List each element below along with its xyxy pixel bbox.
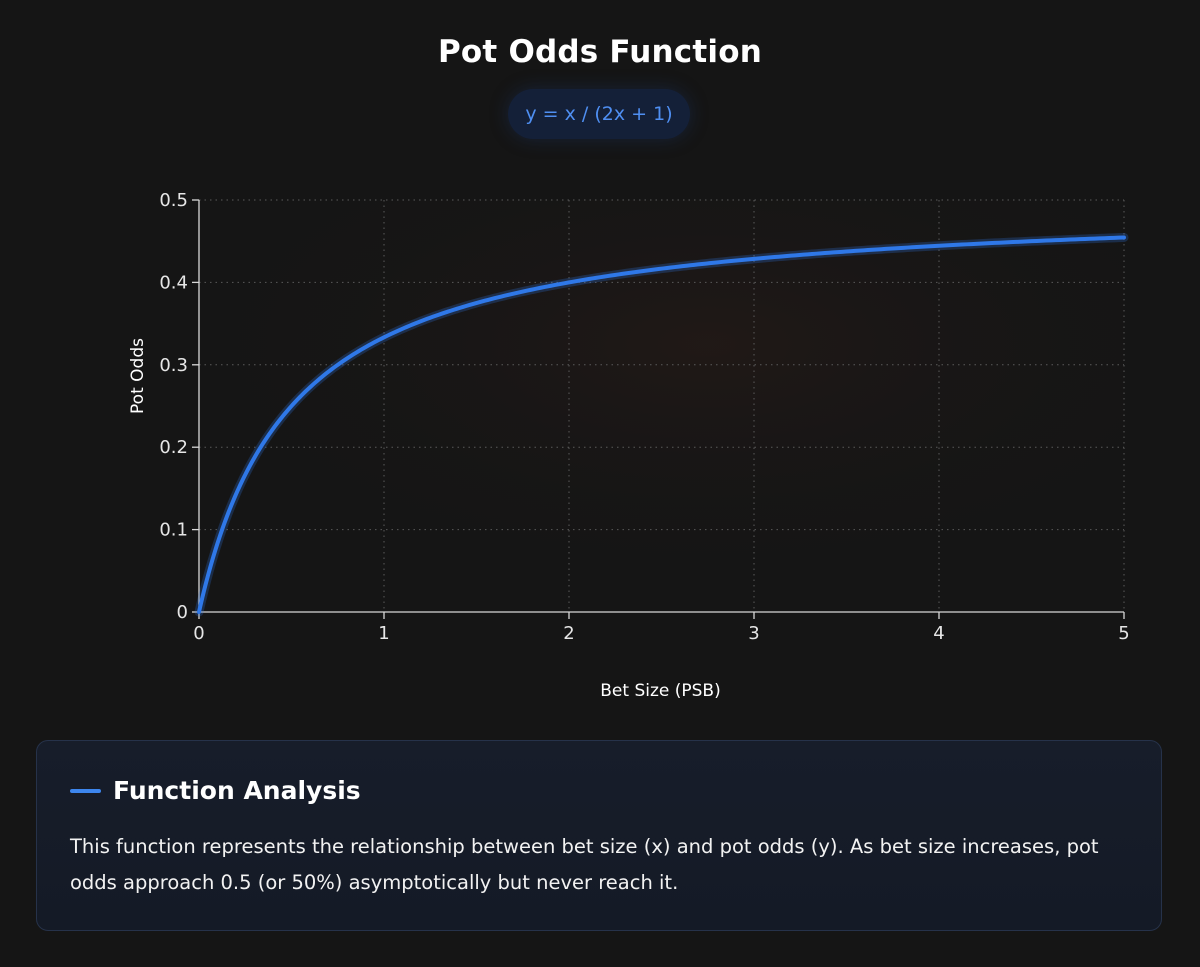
formula-badge: y = x / (2x + 1) bbox=[508, 89, 690, 139]
analysis-heading: Function Analysis bbox=[70, 776, 361, 805]
chart-container: 0 1 2 3 4 5 0 0.1 0.2 0.3 0.4 0.5 Bet Size (PSB) Pot … bbox=[0, 170, 1200, 710]
accent-bar-icon bbox=[70, 788, 101, 793]
data-point bbox=[336, 363, 339, 366]
y-tick-label: 0.3 bbox=[159, 355, 188, 376]
series-line bbox=[197, 235, 1126, 614]
y-axis-label: Pot Odds bbox=[128, 338, 148, 414]
page-title: Pot Odds Function bbox=[438, 34, 762, 70]
analysis-title: Function Analysis bbox=[113, 776, 361, 805]
pot-odds-chart: 0 1 2 3 4 5 0 0.1 0.2 0.3 0.4 0.5 Bet Size (PSB) Pot … bbox=[128, 190, 1130, 701]
data-point bbox=[753, 257, 756, 260]
data-point bbox=[383, 336, 386, 339]
function-analysis-card: Function Analysis This function represen… bbox=[36, 740, 1162, 931]
y-tick-label: 0.5 bbox=[159, 190, 188, 211]
data-point bbox=[1123, 236, 1126, 239]
data-point bbox=[253, 456, 256, 459]
data-point bbox=[235, 493, 238, 496]
plot-background bbox=[199, 200, 1124, 612]
analysis-description: This function represents the relationshi… bbox=[70, 835, 1099, 894]
x-tick-label: 4 bbox=[933, 623, 944, 644]
data-point bbox=[475, 302, 478, 305]
data-point bbox=[568, 281, 571, 284]
data-point bbox=[216, 542, 219, 545]
y-tick-label: 0.2 bbox=[159, 437, 188, 458]
x-tick-label: 2 bbox=[563, 623, 574, 644]
y-tick-label: 0.1 bbox=[159, 520, 188, 541]
data-point bbox=[198, 611, 201, 614]
data-point bbox=[290, 405, 293, 408]
data-point bbox=[1030, 240, 1033, 243]
x-tick-label: 1 bbox=[378, 623, 389, 644]
data-point bbox=[272, 428, 275, 431]
x-tick-label: 3 bbox=[748, 623, 759, 644]
y-tick-label: 0.4 bbox=[159, 272, 188, 293]
data-point bbox=[938, 245, 941, 248]
y-tick-label: 0 bbox=[177, 602, 188, 623]
x-tick-label: 5 bbox=[1118, 623, 1129, 644]
data-point bbox=[660, 267, 663, 270]
x-tick-label: 0 bbox=[193, 623, 204, 644]
data-point bbox=[845, 250, 848, 253]
x-axis-label: Bet Size (PSB) bbox=[600, 681, 720, 701]
formula-text: y = x / (2x + 1) bbox=[525, 103, 673, 125]
